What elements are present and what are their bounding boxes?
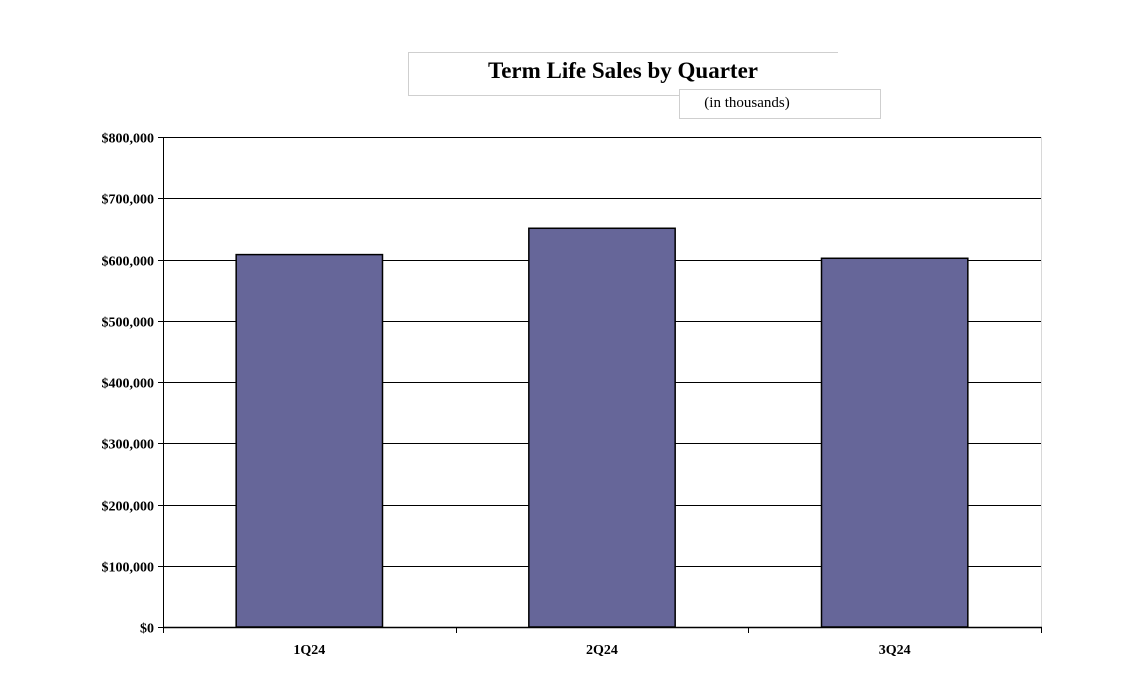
axes bbox=[158, 137, 1042, 633]
chart-subtitle-box bbox=[679, 89, 881, 119]
chart-subtitle: (in thousands) bbox=[704, 95, 790, 111]
y-tick-label: $800,000 bbox=[102, 132, 155, 147]
x-tick-label: 1Q24 bbox=[293, 643, 325, 658]
x-tick-label: 2Q24 bbox=[586, 643, 618, 658]
y-tick-label: $0 bbox=[140, 622, 154, 637]
bars bbox=[235, 227, 969, 628]
x-tick-label: 3Q24 bbox=[879, 643, 911, 658]
y-tick-label: $500,000 bbox=[102, 316, 155, 331]
chart-title-box bbox=[408, 52, 838, 96]
y-tick-label: $300,000 bbox=[102, 438, 155, 453]
bar-2q24 bbox=[528, 227, 676, 628]
y-tick-label: $600,000 bbox=[102, 255, 155, 270]
y-tick-label: $700,000 bbox=[102, 193, 155, 208]
y-tick-label: $400,000 bbox=[102, 377, 155, 392]
bar-3q24 bbox=[820, 257, 969, 628]
y-tick-label: $200,000 bbox=[102, 500, 155, 515]
bar-1q24 bbox=[235, 253, 384, 628]
y-axis-tick-labels: $0 $100,000 $200,000 $300,000 $400,000 $500,0… bbox=[102, 132, 155, 637]
y-tick-label: $100,000 bbox=[102, 561, 155, 576]
chart-title: Term Life Sales by Quarter bbox=[487, 58, 758, 83]
x-axis-tick-labels: 1Q24 2Q24 3Q24 bbox=[293, 643, 910, 658]
